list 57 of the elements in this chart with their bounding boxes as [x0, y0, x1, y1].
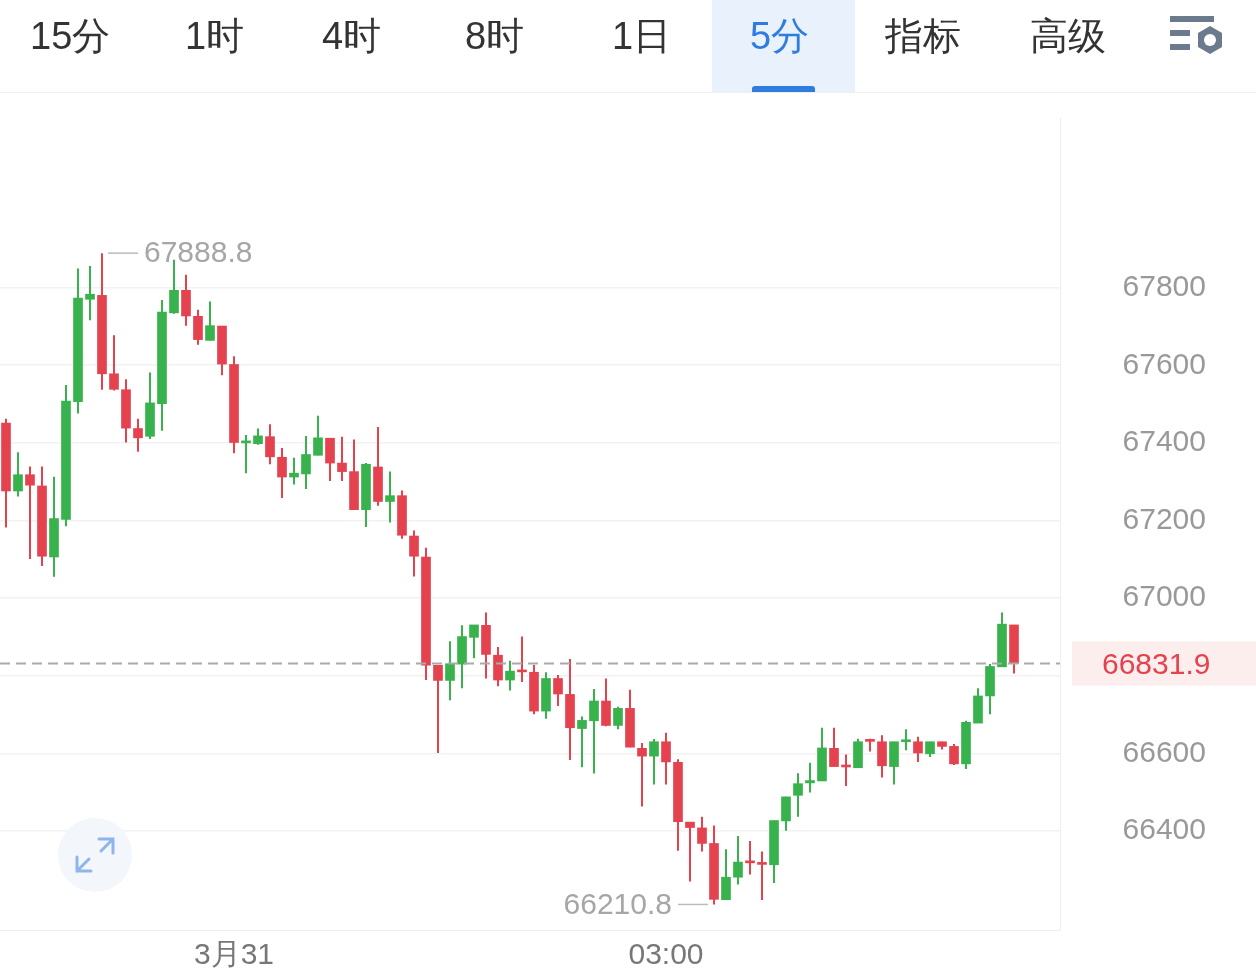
candlestick — [313, 414, 323, 457]
candlestick — [697, 815, 707, 853]
candlestick — [721, 848, 731, 901]
text: 5分 — [750, 14, 810, 58]
text: 1时 — [185, 14, 245, 58]
candlestick — [265, 423, 275, 466]
candlestick — [445, 640, 455, 702]
candlestick — [205, 300, 215, 342]
y-tick-label: 66600 — [1122, 734, 1206, 768]
annotation: 67888.8 — [144, 235, 253, 269]
candlestick — [289, 456, 299, 486]
text: 8时 — [465, 14, 525, 58]
candlestick — [193, 308, 203, 346]
candlestick — [109, 334, 119, 392]
candlestick — [433, 664, 443, 755]
candlestick — [613, 705, 623, 731]
text: 指标 — [885, 14, 961, 58]
y-tick-label: 67200 — [1122, 501, 1206, 535]
y-tick-label: 66400 — [1122, 812, 1206, 846]
candlestick — [685, 821, 695, 883]
text: 1日 — [612, 14, 672, 58]
candlestick — [385, 470, 395, 524]
candlestick — [85, 264, 95, 322]
text: 高级 — [1030, 14, 1106, 58]
candlestick — [637, 741, 647, 808]
y-tick-label: 67400 — [1122, 424, 1206, 458]
candlestick — [577, 715, 587, 769]
candlestick — [469, 623, 479, 660]
candlestick — [337, 435, 347, 482]
candlestick — [757, 850, 767, 902]
candlestick — [913, 735, 923, 763]
candlestick — [409, 529, 419, 578]
x-tick-label: 03:00 — [628, 937, 704, 971]
candlestick — [733, 835, 743, 886]
y-tick-label: 67600 — [1122, 346, 1206, 380]
y-tick-label: 67000 — [1122, 579, 1206, 613]
candlestick — [949, 743, 959, 767]
y-tick-label: 67800 — [1122, 268, 1206, 302]
candlestick — [25, 465, 35, 560]
candlestick — [277, 446, 287, 499]
candlestick — [829, 726, 839, 768]
text: 15分 — [30, 14, 111, 58]
candlestick — [661, 731, 671, 786]
x-tick-label: 3月31 — [193, 937, 275, 971]
candlestick — [805, 761, 815, 794]
candlestick — [133, 417, 143, 453]
candlestick — [793, 772, 803, 818]
text: 4时 — [322, 14, 382, 58]
annotation: 66210.8 — [563, 886, 672, 920]
candlestick — [553, 673, 563, 708]
candlestick — [589, 687, 599, 775]
candlestick — [301, 434, 311, 491]
ref-line-label: 66831.9 — [1102, 646, 1211, 680]
candlestick — [901, 728, 911, 752]
candlestick — [13, 451, 23, 498]
candlestick — [649, 738, 659, 786]
candlestick — [505, 659, 515, 692]
